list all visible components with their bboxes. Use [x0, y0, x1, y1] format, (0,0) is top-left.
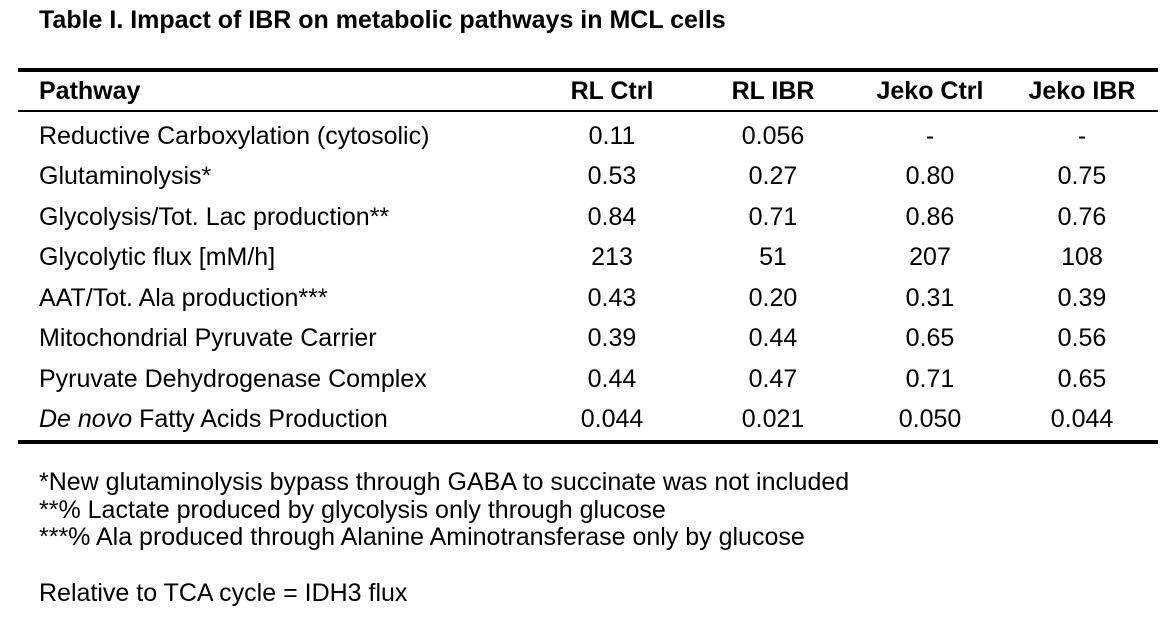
value-cell-rl-ctrl: 0.53 — [587, 162, 637, 191]
value-cell-jeko-ibr: 108 — [1061, 243, 1103, 272]
value-cell-rl-ctrl: 0.44 — [587, 364, 637, 393]
value-cell-rl-ibr: 0.056 — [741, 121, 805, 150]
column-header-jeko-ibr: Jeko IBR — [1028, 76, 1136, 105]
pathway-cell: Glycolysis/Tot. Lac production** — [18, 197, 532, 238]
value-cell-rl-ctrl: 0.84 — [587, 202, 637, 231]
pathway-text: Fatty Acids Production — [132, 405, 388, 434]
pathway-text: Reductive Carboxylation (cytosolic) — [39, 121, 430, 150]
table-row: Glutaminolysis* 0.53 0.27 0.80 0.75 — [18, 157, 1158, 198]
pathway-text: Glutaminolysis* — [39, 162, 212, 191]
column-header-rl-ctrl: RL Ctrl — [570, 76, 654, 105]
value-cell-jeko-ctrl: - — [925, 121, 935, 150]
pathway-cell: AAT/Tot. Ala production*** — [18, 278, 532, 319]
table-container: Pathway RL Ctrl RL IBR Jeko Ctrl Jeko IB… — [18, 68, 1158, 444]
value-cell-rl-ctrl: 0.39 — [587, 324, 637, 353]
value-cell-rl-ibr: 0.71 — [748, 202, 798, 231]
table-row: Mitochondrial Pyruvate Carrier 0.39 0.44 0.… — [18, 319, 1158, 360]
metabolic-pathways-table: Pathway RL Ctrl RL IBR Jeko Ctrl Jeko IB… — [18, 68, 1158, 444]
value-cell-jeko-ctrl: 0.80 — [905, 162, 955, 191]
value-cell-rl-ctrl: 0.044 — [580, 405, 644, 434]
value-cell-rl-ibr: 0.47 — [748, 364, 798, 393]
pathway-text: Mitochondrial Pyruvate Carrier — [39, 324, 377, 353]
pathway-text: Pyruvate Dehydrogenase Complex — [39, 364, 427, 393]
pathway-cell: Glycolytic flux [mM/h] — [18, 238, 532, 279]
table-row: Reductive Carboxylation (cytosolic) 0.11 0… — [18, 111, 1158, 157]
table-row: Glycolysis/Tot. Lac production** 0.84 0.71… — [18, 197, 1158, 238]
value-cell-rl-ibr: 0.20 — [748, 283, 798, 312]
footnote: ***% Ala produced through Alanine Aminot… — [39, 523, 805, 551]
table-row: De novo Fatty Acids Production 0.044 0.021… — [18, 400, 1158, 443]
value-cell-jeko-ibr: - — [1077, 121, 1087, 150]
column-header-jeko-ctrl: Jeko Ctrl — [876, 76, 984, 105]
value-cell-rl-ibr: 0.27 — [748, 162, 798, 191]
value-cell-rl-ctrl: 0.11 — [588, 121, 636, 150]
footnotes: *New glutaminolysis bypass through GABA … — [39, 468, 850, 552]
table-row: Pyruvate Dehydrogenase Complex 0.44 0.47 0.… — [18, 359, 1158, 400]
value-cell-jeko-ctrl: 0.050 — [898, 405, 962, 434]
table-row: Glycolytic flux [mM/h] 213 51 207 108 — [18, 238, 1158, 279]
pathway-cell: Mitochondrial Pyruvate Carrier — [18, 319, 532, 360]
value-cell-jeko-ctrl: 0.71 — [905, 364, 955, 393]
value-cell-jeko-ctrl: 0.65 — [905, 324, 955, 353]
table-body: Reductive Carboxylation (cytosolic) 0.11 0… — [18, 111, 1158, 442]
value-cell-jeko-ibr: 0.56 — [1057, 324, 1107, 353]
pathway-text: Glycolysis/Tot. Lac production** — [39, 202, 390, 231]
pathway-cell: Reductive Carboxylation (cytosolic) — [18, 111, 532, 157]
value-cell-jeko-ibr: 0.76 — [1057, 202, 1107, 231]
value-cell-jeko-ctrl: 0.86 — [905, 202, 955, 231]
table-row: AAT/Tot. Ala production*** 0.43 0.20 0.31 0.… — [18, 278, 1158, 319]
footnote: *New glutaminolysis bypass through GABA … — [39, 468, 850, 496]
column-header-rl-ibr: RL IBR — [731, 76, 815, 105]
pathway-italic-text: De novo — [39, 405, 133, 434]
value-cell-jeko-ctrl: 0.31 — [905, 283, 955, 312]
value-cell-rl-ibr: 0.44 — [748, 324, 798, 353]
value-cell-jeko-ctrl: 207 — [909, 243, 951, 272]
table-title: Table I. Impact of IBR on metabolic path… — [39, 6, 726, 34]
value-cell-jeko-ibr: 0.044 — [1050, 405, 1114, 434]
value-cell-rl-ctrl: 0.43 — [587, 283, 637, 312]
relative-note: Relative to TCA cycle = IDH3 flux — [39, 579, 408, 607]
value-cell-rl-ibr: 51 — [759, 243, 787, 272]
pathway-text: Glycolytic flux [mM/h] — [39, 243, 276, 272]
value-cell-jeko-ibr: 0.75 — [1057, 162, 1107, 191]
value-cell-rl-ctrl: 213 — [591, 243, 633, 272]
pathway-text: AAT/Tot. Ala production*** — [39, 283, 328, 312]
footnote: **% Lactate produced by glycolysis only … — [39, 495, 666, 524]
value-cell-jeko-ibr: 0.65 — [1057, 364, 1107, 393]
pathway-cell: Pyruvate Dehydrogenase Complex — [18, 359, 532, 400]
table-header-row: Pathway RL Ctrl RL IBR Jeko Ctrl Jeko IB… — [18, 70, 1158, 111]
pathway-cell: Glutaminolysis* — [18, 157, 532, 198]
pathway-cell: De novo Fatty Acids Production — [18, 400, 532, 443]
value-cell-rl-ibr: 0.021 — [741, 405, 805, 434]
value-cell-jeko-ibr: 0.39 — [1057, 283, 1107, 312]
column-header-pathway: Pathway — [39, 76, 141, 105]
